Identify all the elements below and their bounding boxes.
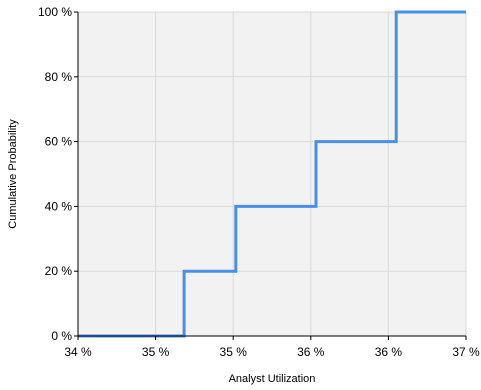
- y-tick-label: 40 %: [45, 199, 73, 213]
- axes: [74, 11, 467, 340]
- series-layer: [78, 10, 466, 338]
- y-tick-label: 0 %: [51, 329, 72, 343]
- x-tick-labels: 34 % 35 % 35 % 36 % 36 % 37 %: [64, 345, 480, 359]
- x-tick-label: 37 %: [452, 345, 480, 359]
- x-axis-title: Analyst Utilization: [229, 373, 316, 385]
- x-tick-label: 36 %: [297, 345, 325, 359]
- x-tick-label: 35 %: [220, 345, 248, 359]
- y-tick-label: 20 %: [45, 264, 73, 278]
- x-tick-label: 34 %: [64, 345, 92, 359]
- x-tick-label: 36 %: [375, 345, 403, 359]
- y-tick-label: 80 %: [45, 70, 73, 84]
- plot-area: [78, 12, 466, 336]
- cdf-step-line: [78, 10, 466, 338]
- y-tick-label: 100 %: [38, 5, 72, 19]
- x-tick-label: 35 %: [142, 345, 170, 359]
- y-tick-label: 60 %: [45, 135, 73, 149]
- y-tick-labels: 0 % 20 % 40 % 60 % 80 % 100 %: [38, 5, 72, 343]
- y-axis-title: Cumulative Probability: [7, 119, 19, 229]
